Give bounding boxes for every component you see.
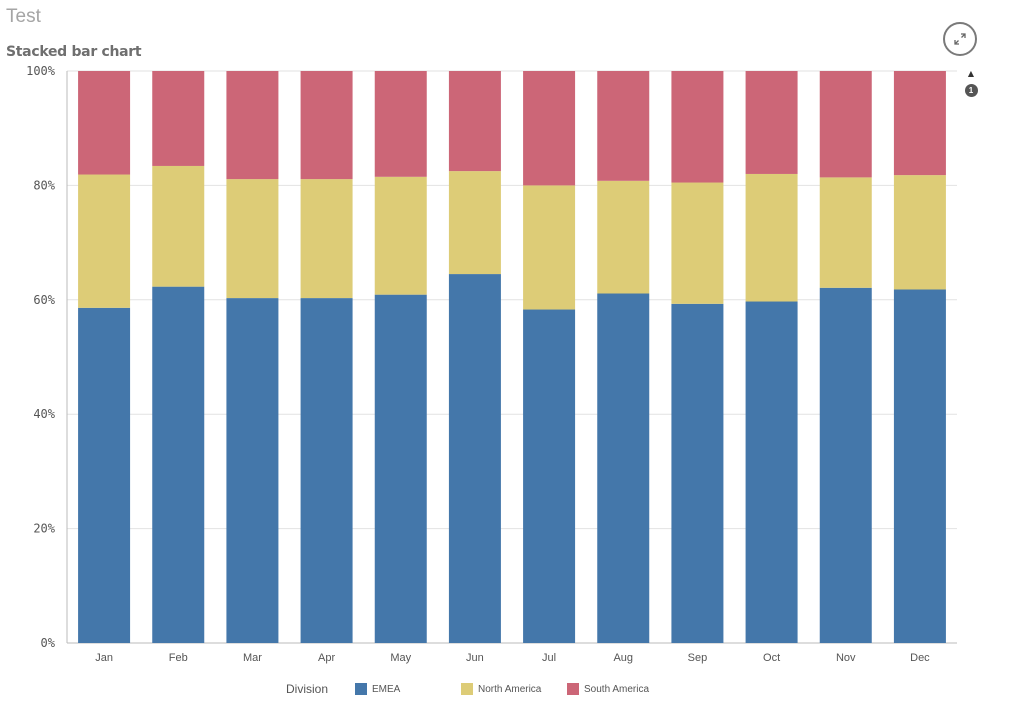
- bar-emea[interactable]: [671, 303, 724, 643]
- bar-north-america[interactable]: [671, 182, 724, 304]
- x-tick-label: Nov: [836, 652, 856, 664]
- expand-button[interactable]: [943, 22, 977, 56]
- bar-north-america[interactable]: [819, 177, 872, 288]
- legend-swatch: [461, 683, 474, 695]
- scroll-indicator[interactable]: ▲ 1: [964, 70, 978, 97]
- x-tick-label: Dec: [910, 652, 930, 664]
- bar-emea[interactable]: [448, 274, 501, 643]
- x-tick-label: Jun: [466, 652, 484, 664]
- x-tick-label: May: [390, 652, 411, 664]
- bar-north-america[interactable]: [448, 171, 501, 275]
- bar-north-america[interactable]: [597, 180, 650, 294]
- bar-emea[interactable]: [374, 294, 427, 643]
- bar-south-america[interactable]: [152, 71, 205, 166]
- chart-title: Stacked bar chart: [6, 44, 142, 60]
- bar-south-america[interactable]: [448, 71, 501, 172]
- bar-south-america[interactable]: [523, 71, 576, 186]
- bar-south-america[interactable]: [78, 71, 131, 175]
- bar-south-america[interactable]: [745, 71, 798, 174]
- x-tick-label: Jan: [95, 652, 113, 664]
- bar-north-america[interactable]: [893, 175, 946, 290]
- bar-north-america[interactable]: [226, 179, 279, 299]
- bar-south-america[interactable]: [300, 71, 353, 180]
- bar-south-america[interactable]: [597, 71, 650, 181]
- y-tick-label: 60%: [33, 293, 55, 307]
- legend-label: EMEA: [372, 683, 401, 695]
- y-tick-label: 40%: [33, 407, 55, 421]
- triangle-up-icon[interactable]: ▲: [967, 69, 975, 78]
- y-tick-label: 20%: [33, 522, 55, 536]
- legend-label: South America: [584, 683, 650, 695]
- x-tick-label: Apr: [318, 652, 335, 664]
- y-tick-label: 80%: [33, 178, 55, 192]
- bar-emea[interactable]: [152, 286, 205, 643]
- y-tick-label: 100%: [26, 64, 56, 78]
- bar-emea[interactable]: [745, 301, 798, 643]
- legend: Division EMEA North America South Americ…: [286, 682, 649, 696]
- bar-north-america[interactable]: [745, 173, 798, 302]
- bar-north-america[interactable]: [78, 174, 131, 308]
- bar-north-america[interactable]: [523, 185, 576, 310]
- legend-label: North America: [478, 683, 542, 695]
- x-tick-label: Feb: [169, 652, 188, 664]
- bar-emea[interactable]: [819, 287, 872, 643]
- legend-item-south-america[interactable]: South America: [567, 683, 649, 695]
- bar-emea[interactable]: [597, 293, 650, 643]
- bar-south-america[interactable]: [671, 71, 724, 183]
- bar-south-america[interactable]: [893, 71, 946, 176]
- legend-swatch: [355, 683, 368, 695]
- legend-item-emea[interactable]: EMEA: [355, 683, 461, 695]
- bar-emea[interactable]: [78, 307, 131, 643]
- x-tick-label: Mar: [243, 652, 262, 664]
- x-tick-label: Jul: [542, 652, 556, 664]
- legend-swatch: [567, 683, 580, 695]
- bar-emea[interactable]: [523, 309, 576, 643]
- bar-south-america[interactable]: [819, 71, 872, 178]
- scroll-badge: 1: [964, 84, 978, 97]
- bar-north-america[interactable]: [152, 165, 205, 287]
- bar-north-america[interactable]: [300, 179, 353, 299]
- legend-title: Division: [286, 682, 329, 696]
- legend-item-north-america[interactable]: North America: [461, 683, 567, 695]
- bar-emea[interactable]: [893, 289, 946, 643]
- bar-south-america[interactable]: [374, 71, 427, 177]
- expand-icon: [954, 33, 966, 45]
- x-tick-label: Sep: [688, 652, 708, 664]
- x-tick-label: Oct: [763, 652, 780, 664]
- x-tick-label: Aug: [613, 652, 633, 664]
- bar-emea[interactable]: [300, 298, 353, 643]
- bar-south-america[interactable]: [226, 71, 279, 180]
- y-tick-label: 0%: [41, 636, 56, 650]
- sheet-title: Test: [6, 6, 41, 27]
- bar-emea[interactable]: [226, 298, 279, 643]
- bar-north-america[interactable]: [374, 176, 427, 295]
